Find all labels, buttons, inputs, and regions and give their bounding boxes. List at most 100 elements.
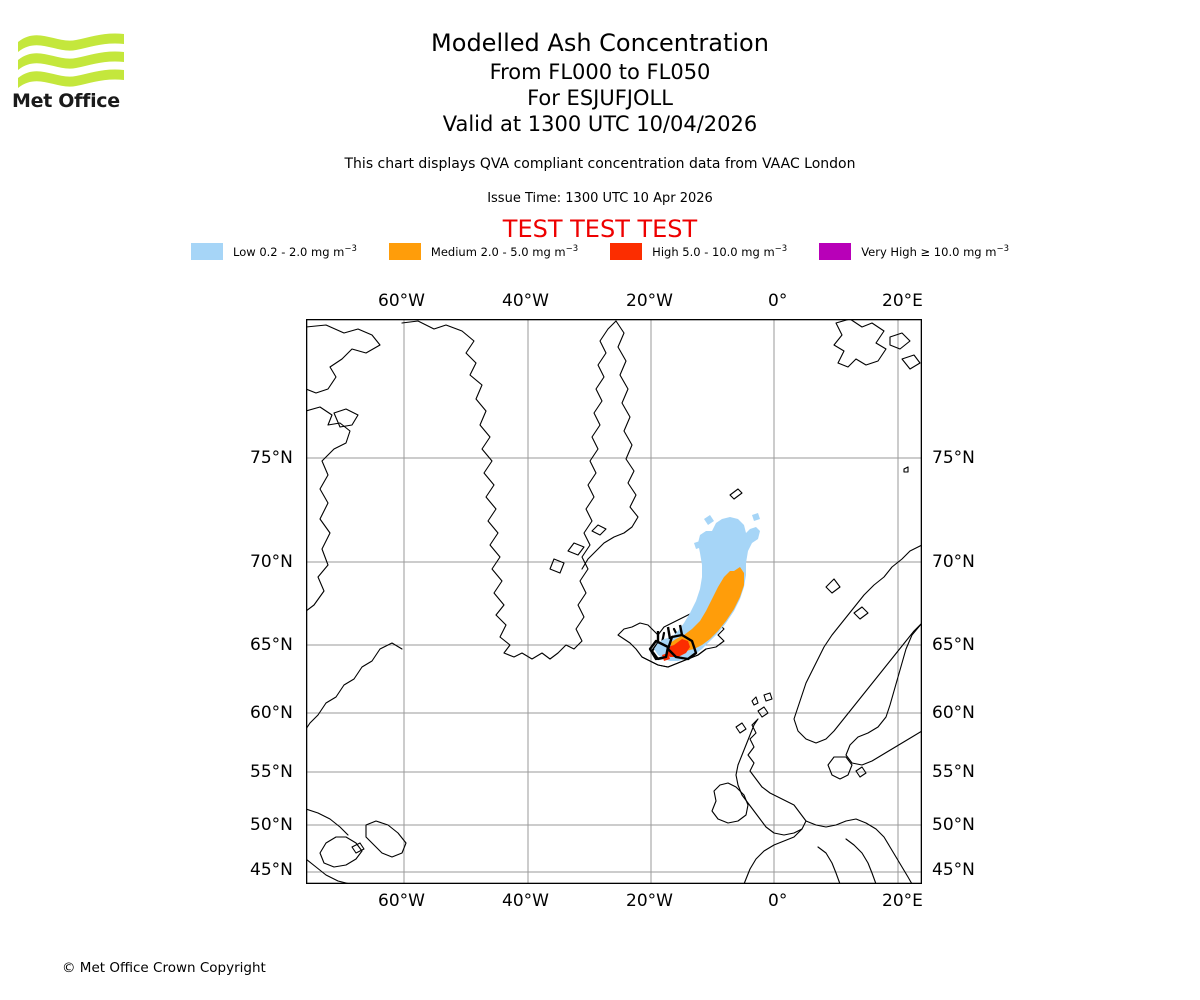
map-frame bbox=[306, 319, 922, 884]
coastline-sweden-baltic bbox=[845, 622, 922, 766]
coastline-nova-scotia bbox=[319, 836, 363, 868]
legend-exponent-high: −3 bbox=[774, 244, 788, 255]
glacier-myrdalsjokull-overlay bbox=[648, 639, 670, 661]
map-background bbox=[306, 319, 922, 884]
coastline-greenland-fjord-1 bbox=[591, 524, 607, 536]
legend-label-high: High 5.0 - 10.0 mg m−3 bbox=[652, 244, 788, 259]
legend-item-low: Low 0.2 - 2.0 mg m−3 bbox=[191, 243, 357, 260]
legend-item-very-high: Very High ≥ 10.0 mg m−3 bbox=[819, 243, 1009, 260]
coastline-baffin-island bbox=[306, 324, 381, 394]
coastline-norway bbox=[793, 544, 922, 744]
chart-subtitle: This chart displays QVA compliant concen… bbox=[344, 156, 856, 172]
coastline-greenland-west bbox=[401, 320, 617, 660]
lat-tick-right-50N: 50°N bbox=[932, 815, 975, 835]
coastline-jan-mayen bbox=[729, 488, 743, 500]
legend-swatch-medium bbox=[388, 243, 421, 260]
graticule-grid bbox=[306, 319, 922, 884]
glacier-vatnajokull-overlay bbox=[666, 633, 698, 661]
coastline-bear-island bbox=[903, 466, 909, 473]
chart-title-block: Modelled Ash Concentration From FL000 to… bbox=[0, 28, 1200, 137]
lon-tick-bottom-60W: 60°W bbox=[378, 891, 425, 911]
lat-tick-right-60N: 60°N bbox=[932, 703, 975, 723]
coastline-faroe-islands bbox=[751, 696, 759, 706]
coastline-lofoten bbox=[825, 578, 841, 594]
lat-tick-right-75N: 75°N bbox=[932, 448, 975, 468]
lat-tick-right-65N: 65°N bbox=[932, 635, 975, 655]
met-office-logo bbox=[12, 28, 132, 118]
lat-tick-left-45N: 45°N bbox=[250, 860, 293, 880]
coastline-maine bbox=[306, 858, 351, 884]
coastline-newfoundland bbox=[365, 820, 407, 858]
ash-area-low-wisp-2 bbox=[752, 513, 760, 521]
coastline-quebec bbox=[306, 808, 349, 836]
glacier-overlay-line-2 bbox=[666, 626, 672, 640]
lon-tick-top-60W: 60°W bbox=[378, 291, 425, 311]
coastline-europe-inland bbox=[817, 846, 841, 884]
coastline-greenland-east bbox=[581, 320, 639, 570]
ash-area-medium-patch-1 bbox=[728, 589, 734, 597]
legend-item-high: High 5.0 - 10.0 mg m−3 bbox=[610, 243, 787, 260]
met-office-waves-icon bbox=[18, 33, 124, 88]
volcano-name: For ESJUFJOLL bbox=[527, 86, 673, 110]
coastline-canada-island-2 bbox=[351, 842, 365, 854]
ash-area-medium bbox=[670, 567, 744, 651]
lat-tick-left-50N: 50°N bbox=[250, 815, 293, 835]
coastline-labrador bbox=[306, 406, 351, 612]
map-canvas bbox=[306, 319, 922, 884]
lon-tick-bottom-20E: 20°E bbox=[882, 891, 923, 911]
lon-tick-bottom-0: 0° bbox=[768, 891, 788, 911]
legend-swatch-high bbox=[610, 243, 643, 260]
issue-time: Issue Time: 1300 UTC 10 Apr 2026 bbox=[487, 191, 713, 206]
ash-area-medium-patch-2 bbox=[716, 607, 722, 615]
flight-level-range: From FL000 to FL050 bbox=[489, 60, 711, 84]
coastline-europe-north bbox=[805, 818, 913, 884]
coastline-svalbard-south bbox=[901, 354, 921, 370]
legend-label-very-high: Very High ≥ 10.0 mg m−3 bbox=[861, 244, 1009, 259]
lon-tick-bottom-20W: 20°W bbox=[626, 891, 673, 911]
lat-tick-left-55N: 55°N bbox=[250, 762, 293, 782]
lat-tick-left-70N: 70°N bbox=[250, 552, 293, 572]
coastline-greenland-fjord-3 bbox=[549, 558, 565, 574]
lat-tick-right-55N: 55°N bbox=[932, 762, 975, 782]
ash-area-low-wisp-3 bbox=[694, 541, 702, 549]
coastline-svalbard bbox=[833, 319, 887, 368]
coastline-norway-island-1 bbox=[853, 606, 869, 620]
coastline-shetland bbox=[763, 692, 773, 702]
lat-tick-left-65N: 65°N bbox=[250, 635, 293, 655]
coastline-iceland-south-overlay bbox=[641, 648, 707, 668]
lon-tick-top-20W: 20°W bbox=[626, 291, 673, 311]
coastline-orkney bbox=[757, 706, 769, 718]
coastline-france-west bbox=[743, 828, 803, 884]
lon-tick-bottom-40W: 40°W bbox=[502, 891, 549, 911]
ash-area-low bbox=[654, 517, 760, 661]
concentration-legend: Low 0.2 - 2.0 mg m−3 Medium 2.0 - 5.0 mg… bbox=[0, 243, 1200, 260]
lat-tick-left-75N: 75°N bbox=[250, 448, 293, 468]
glacier-overlay-line-3 bbox=[678, 624, 684, 636]
ash-area-low-wisp-1 bbox=[704, 515, 714, 525]
coastline-ireland bbox=[711, 782, 749, 824]
legend-label-medium: Medium 2.0 - 5.0 mg m−3 bbox=[430, 244, 579, 259]
test-banner: TEST TEST TEST bbox=[502, 215, 698, 243]
coastline-denmark-island bbox=[855, 766, 867, 778]
ash-concentration-map[interactable] bbox=[306, 319, 922, 884]
coastline-greenland-southwest bbox=[306, 642, 403, 730]
valid-time: Valid at 1300 UTC 10/04/2026 bbox=[442, 112, 758, 136]
lat-tick-left-60N: 60°N bbox=[250, 703, 293, 723]
lon-tick-top-40W: 40°W bbox=[502, 291, 549, 311]
copyright-notice: © Met Office Crown Copyright bbox=[62, 960, 266, 976]
legend-label-low: Low 0.2 - 2.0 mg m−3 bbox=[233, 244, 357, 259]
lon-tick-top-0: 0° bbox=[768, 291, 788, 311]
legend-swatch-very-high bbox=[819, 243, 852, 260]
coastline-canada-island-1 bbox=[333, 408, 359, 428]
coastline-europe-central bbox=[845, 838, 877, 884]
coastline-svalbard-east bbox=[889, 332, 911, 350]
legend-swatch-low bbox=[191, 243, 223, 260]
legend-exponent-very-high: −3 bbox=[996, 244, 1009, 255]
lon-tick-top-20E: 20°E bbox=[882, 291, 923, 311]
coastline-greenland-fjord-2 bbox=[567, 542, 585, 556]
coastline-denmark bbox=[827, 756, 853, 780]
page-title: Modelled Ash Concentration bbox=[431, 29, 769, 57]
legend-item-medium: Medium 2.0 - 5.0 mg m−3 bbox=[388, 243, 579, 260]
legend-exponent-low: −3 bbox=[344, 244, 357, 255]
met-office-logo-text: Met Office bbox=[12, 90, 120, 112]
